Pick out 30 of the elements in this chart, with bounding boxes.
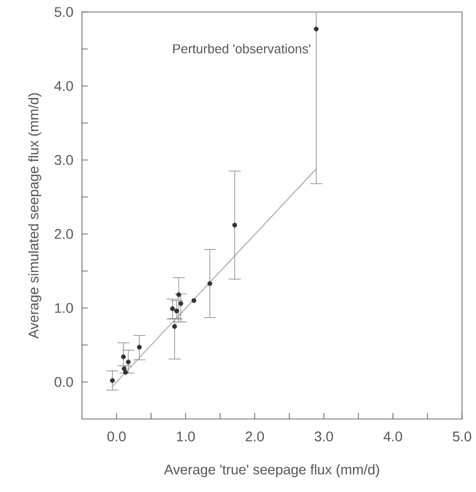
point bbox=[207, 281, 212, 286]
point bbox=[123, 370, 128, 375]
annotation: Perturbed 'observations' bbox=[173, 44, 310, 54]
y-axis-title: Average simulated seepage flux (mm/d) bbox=[28, 93, 42, 339]
x-axis-title: Average 'true' seepage flux (mm/d) bbox=[164, 464, 380, 478]
point bbox=[172, 324, 177, 329]
point bbox=[121, 354, 126, 360]
point bbox=[178, 301, 184, 306]
y-tick-label: 1.0 bbox=[55, 303, 73, 313]
x-tick-label: 5.0 bbox=[452, 432, 472, 442]
point bbox=[110, 378, 115, 383]
point bbox=[176, 292, 182, 298]
x-tick-label: 2.0 bbox=[246, 432, 264, 442]
point bbox=[170, 306, 175, 312]
point bbox=[122, 366, 127, 372]
y-tick-label: 2.0 bbox=[54, 229, 73, 239]
point bbox=[314, 26, 319, 32]
point bbox=[232, 222, 238, 228]
y-tick-label: 3.0 bbox=[54, 155, 73, 165]
y-tick-label: 0.0 bbox=[54, 377, 73, 387]
point bbox=[126, 360, 131, 364]
y-tick-label: 5.0 bbox=[54, 7, 73, 17]
point bbox=[136, 344, 142, 350]
x-tick-label: 1.0 bbox=[177, 432, 195, 442]
x-tick-label: 4.0 bbox=[384, 432, 402, 442]
x-tick-label: 3.0 bbox=[314, 432, 333, 442]
point bbox=[174, 308, 180, 314]
x-tick-label: 0.0 bbox=[107, 432, 126, 442]
point bbox=[192, 298, 196, 303]
y-tick-label: 4.0 bbox=[54, 81, 73, 91]
